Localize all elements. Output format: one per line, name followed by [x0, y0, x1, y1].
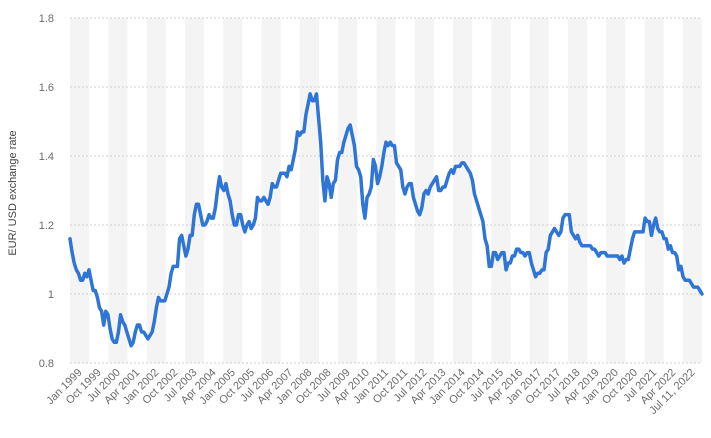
y-axis-tick-labels: 0.8 1 1.2 1.4 1.6 1.8 — [39, 13, 54, 370]
column-band — [146, 18, 166, 363]
column-band — [682, 18, 702, 363]
column-band — [376, 18, 396, 363]
column-band — [567, 18, 588, 363]
column-band — [338, 18, 358, 363]
y-axis-title: EUR/ USD exchange rate — [7, 130, 19, 255]
column-band — [529, 18, 549, 363]
column-band — [299, 18, 319, 363]
horizontal-gridlines — [70, 17, 702, 364]
y-tick-label: 1 — [48, 289, 54, 301]
column-band — [606, 18, 626, 363]
y-tick-label: 1.2 — [39, 220, 54, 232]
column-bands — [70, 18, 702, 363]
column-band — [184, 18, 205, 363]
column-band — [108, 18, 128, 363]
y-tick-label: 1.6 — [39, 82, 54, 94]
y-tick-label: 1.4 — [39, 151, 54, 163]
column-band — [644, 18, 664, 363]
column-band — [70, 18, 90, 363]
y-tick-label: 0.8 — [39, 358, 54, 370]
column-band — [453, 18, 473, 363]
series-line — [68, 92, 704, 348]
column-band — [223, 18, 243, 363]
y-tick-label: 1.8 — [39, 13, 54, 25]
column-band — [491, 18, 511, 363]
